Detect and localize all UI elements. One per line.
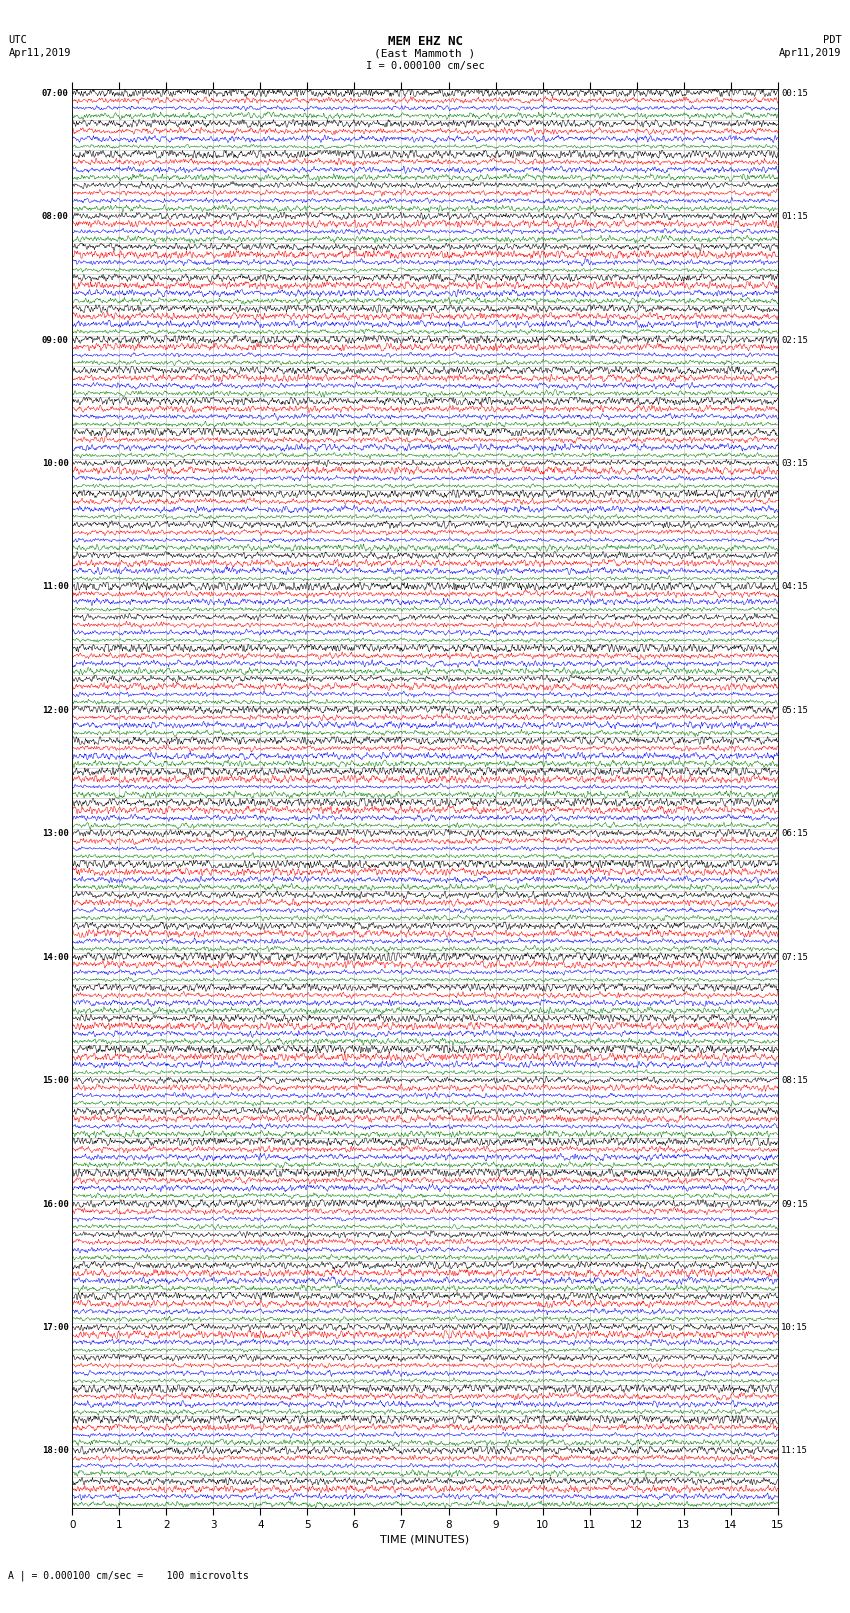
Text: 11:00: 11:00 [42, 582, 69, 592]
Text: 10:15: 10:15 [781, 1323, 808, 1332]
Text: 05:15: 05:15 [781, 706, 808, 715]
Text: 09:15: 09:15 [781, 1200, 808, 1208]
Text: 09:00: 09:00 [42, 336, 69, 345]
Text: 17:00: 17:00 [42, 1323, 69, 1332]
X-axis label: TIME (MINUTES): TIME (MINUTES) [381, 1534, 469, 1544]
Text: 07:00: 07:00 [42, 89, 69, 98]
Text: Apr11,2019: Apr11,2019 [8, 48, 71, 58]
Text: PDT: PDT [823, 35, 842, 45]
Text: 08:15: 08:15 [781, 1076, 808, 1086]
Text: Apr11,2019: Apr11,2019 [779, 48, 842, 58]
Text: MEM EHZ NC: MEM EHZ NC [388, 35, 462, 48]
Text: 08:00: 08:00 [42, 213, 69, 221]
Text: 13:00: 13:00 [42, 829, 69, 839]
Text: 03:15: 03:15 [781, 460, 808, 468]
Text: I = 0.000100 cm/sec: I = 0.000100 cm/sec [366, 61, 484, 71]
Text: 15:00: 15:00 [42, 1076, 69, 1086]
Text: 14:00: 14:00 [42, 953, 69, 961]
Text: UTC: UTC [8, 35, 27, 45]
Text: 07:15: 07:15 [781, 953, 808, 961]
Text: 02:15: 02:15 [781, 336, 808, 345]
Text: 18:00: 18:00 [42, 1447, 69, 1455]
Text: 01:15: 01:15 [781, 213, 808, 221]
Text: 11:15: 11:15 [781, 1447, 808, 1455]
Text: 04:15: 04:15 [781, 582, 808, 592]
Text: A | = 0.000100 cm/sec =    100 microvolts: A | = 0.000100 cm/sec = 100 microvolts [8, 1569, 249, 1581]
Text: 10:00: 10:00 [42, 460, 69, 468]
Text: (East Mammoth ): (East Mammoth ) [374, 48, 476, 58]
Text: 16:00: 16:00 [42, 1200, 69, 1208]
Text: 06:15: 06:15 [781, 829, 808, 839]
Text: 12:00: 12:00 [42, 706, 69, 715]
Text: 00:15: 00:15 [781, 89, 808, 98]
